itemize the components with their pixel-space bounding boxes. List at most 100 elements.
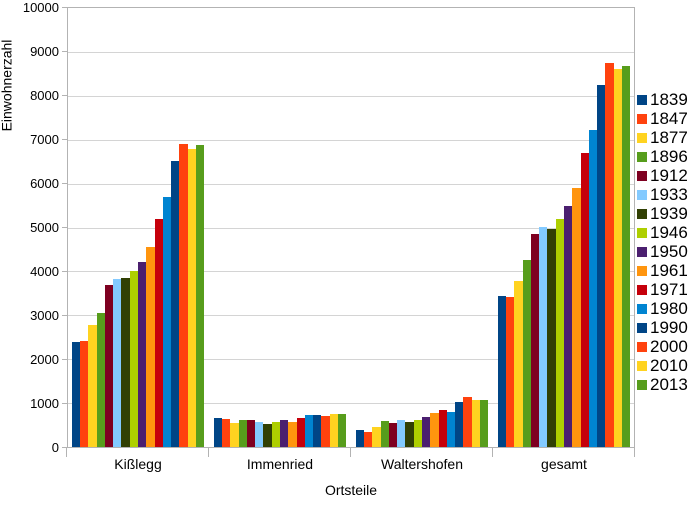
bar (263, 423, 272, 447)
x-category-label: Waltershofen (381, 456, 463, 472)
bar (572, 187, 581, 447)
legend-swatch (637, 94, 647, 105)
bar (397, 420, 406, 447)
bar (514, 281, 523, 447)
bar (455, 402, 464, 447)
bar (438, 410, 447, 447)
bar (555, 219, 564, 447)
legend-swatch (637, 227, 647, 238)
bar (96, 312, 105, 447)
legend-item-1847: 1847 (637, 109, 688, 128)
legend-label: 1877 (650, 128, 688, 147)
legend-item-1939: 1939 (637, 204, 688, 223)
legend-swatch (637, 341, 647, 352)
x-category-label: Kißlegg (114, 456, 162, 472)
y-tick-label: 5000 (30, 219, 59, 235)
bar (505, 297, 515, 447)
legend-label: 1933 (650, 185, 688, 204)
x-tick-mark (492, 448, 493, 457)
bar (588, 129, 598, 447)
bar (497, 295, 506, 447)
bar (296, 418, 305, 447)
bar (313, 415, 322, 447)
y-tick-mark (62, 359, 67, 360)
bar (280, 420, 289, 447)
plot-area (67, 7, 635, 448)
bar (71, 342, 80, 447)
bar (405, 421, 414, 447)
y-tick-mark (62, 315, 67, 316)
bar (355, 429, 364, 447)
bar (154, 218, 163, 447)
bar (271, 421, 280, 447)
legend-item-1912: 1912 (637, 166, 688, 185)
bar (380, 421, 389, 447)
bar-group-gesamt (493, 8, 635, 447)
bar (580, 153, 589, 447)
bar (530, 233, 540, 447)
bar (463, 396, 472, 447)
x-tick-mark (66, 448, 67, 457)
legend-swatch (637, 284, 647, 295)
y-tick-label: 3000 (30, 307, 59, 323)
legend-label: 1847 (650, 109, 688, 128)
y-tick-label: 6000 (30, 175, 59, 191)
bar (422, 417, 431, 447)
y-tick-mark (62, 7, 67, 8)
bar (471, 400, 481, 447)
legend-label: 1971 (650, 280, 688, 299)
legend-item-1946: 1946 (637, 223, 688, 242)
legend-item-1896: 1896 (637, 147, 688, 166)
bar (446, 411, 456, 447)
legend-label: 1980 (650, 299, 688, 318)
y-tick-label: 10000 (22, 0, 59, 15)
legend-swatch (637, 113, 647, 124)
y-tick-mark (62, 403, 67, 404)
legend-label: 1896 (650, 147, 688, 166)
bar (388, 423, 398, 447)
bar (196, 144, 205, 447)
bar (329, 414, 339, 447)
y-tick-mark (62, 447, 67, 448)
bar (129, 270, 138, 447)
x-tick-mark (208, 448, 209, 457)
legend-item-1971: 1971 (637, 280, 688, 299)
legend-item-1980: 1980 (637, 299, 688, 318)
gridline (68, 139, 634, 141)
bar (363, 431, 373, 447)
y-tick-mark (62, 95, 67, 96)
legend-swatch (637, 360, 647, 371)
legend: 1839 1847 1877 1896 1912 1933 1939 1946 1950 1961… (637, 90, 688, 394)
legend-label: 1946 (650, 223, 688, 242)
bar (338, 414, 347, 447)
bar (171, 161, 180, 447)
legend-label: 1990 (650, 318, 688, 337)
legend-item-2013: 2013 (637, 375, 688, 394)
bar (480, 400, 489, 447)
bar (622, 65, 631, 447)
legend-item-2000: 2000 (637, 337, 688, 356)
bar (288, 421, 297, 447)
bar (413, 420, 422, 447)
bar (522, 260, 531, 447)
bar (221, 418, 231, 447)
legend-label: 1950 (650, 242, 688, 261)
y-tick-label: 7000 (30, 131, 59, 147)
bar (597, 84, 606, 447)
x-tick-mark (350, 448, 351, 457)
bar (246, 420, 256, 447)
y-tick-mark (62, 271, 67, 272)
gridline (68, 51, 634, 53)
legend-swatch (637, 322, 647, 333)
legend-label: 1839 (650, 90, 688, 109)
bar (304, 415, 314, 447)
bar-group-kißlegg (67, 8, 209, 447)
legend-swatch (637, 151, 647, 162)
gridline (68, 403, 634, 405)
bar-group-immenried (209, 8, 351, 447)
legend-label: 1912 (650, 166, 688, 185)
legend-item-1839: 1839 (637, 90, 688, 109)
y-tick-label: 0 (51, 439, 59, 455)
legend-swatch (637, 170, 647, 181)
